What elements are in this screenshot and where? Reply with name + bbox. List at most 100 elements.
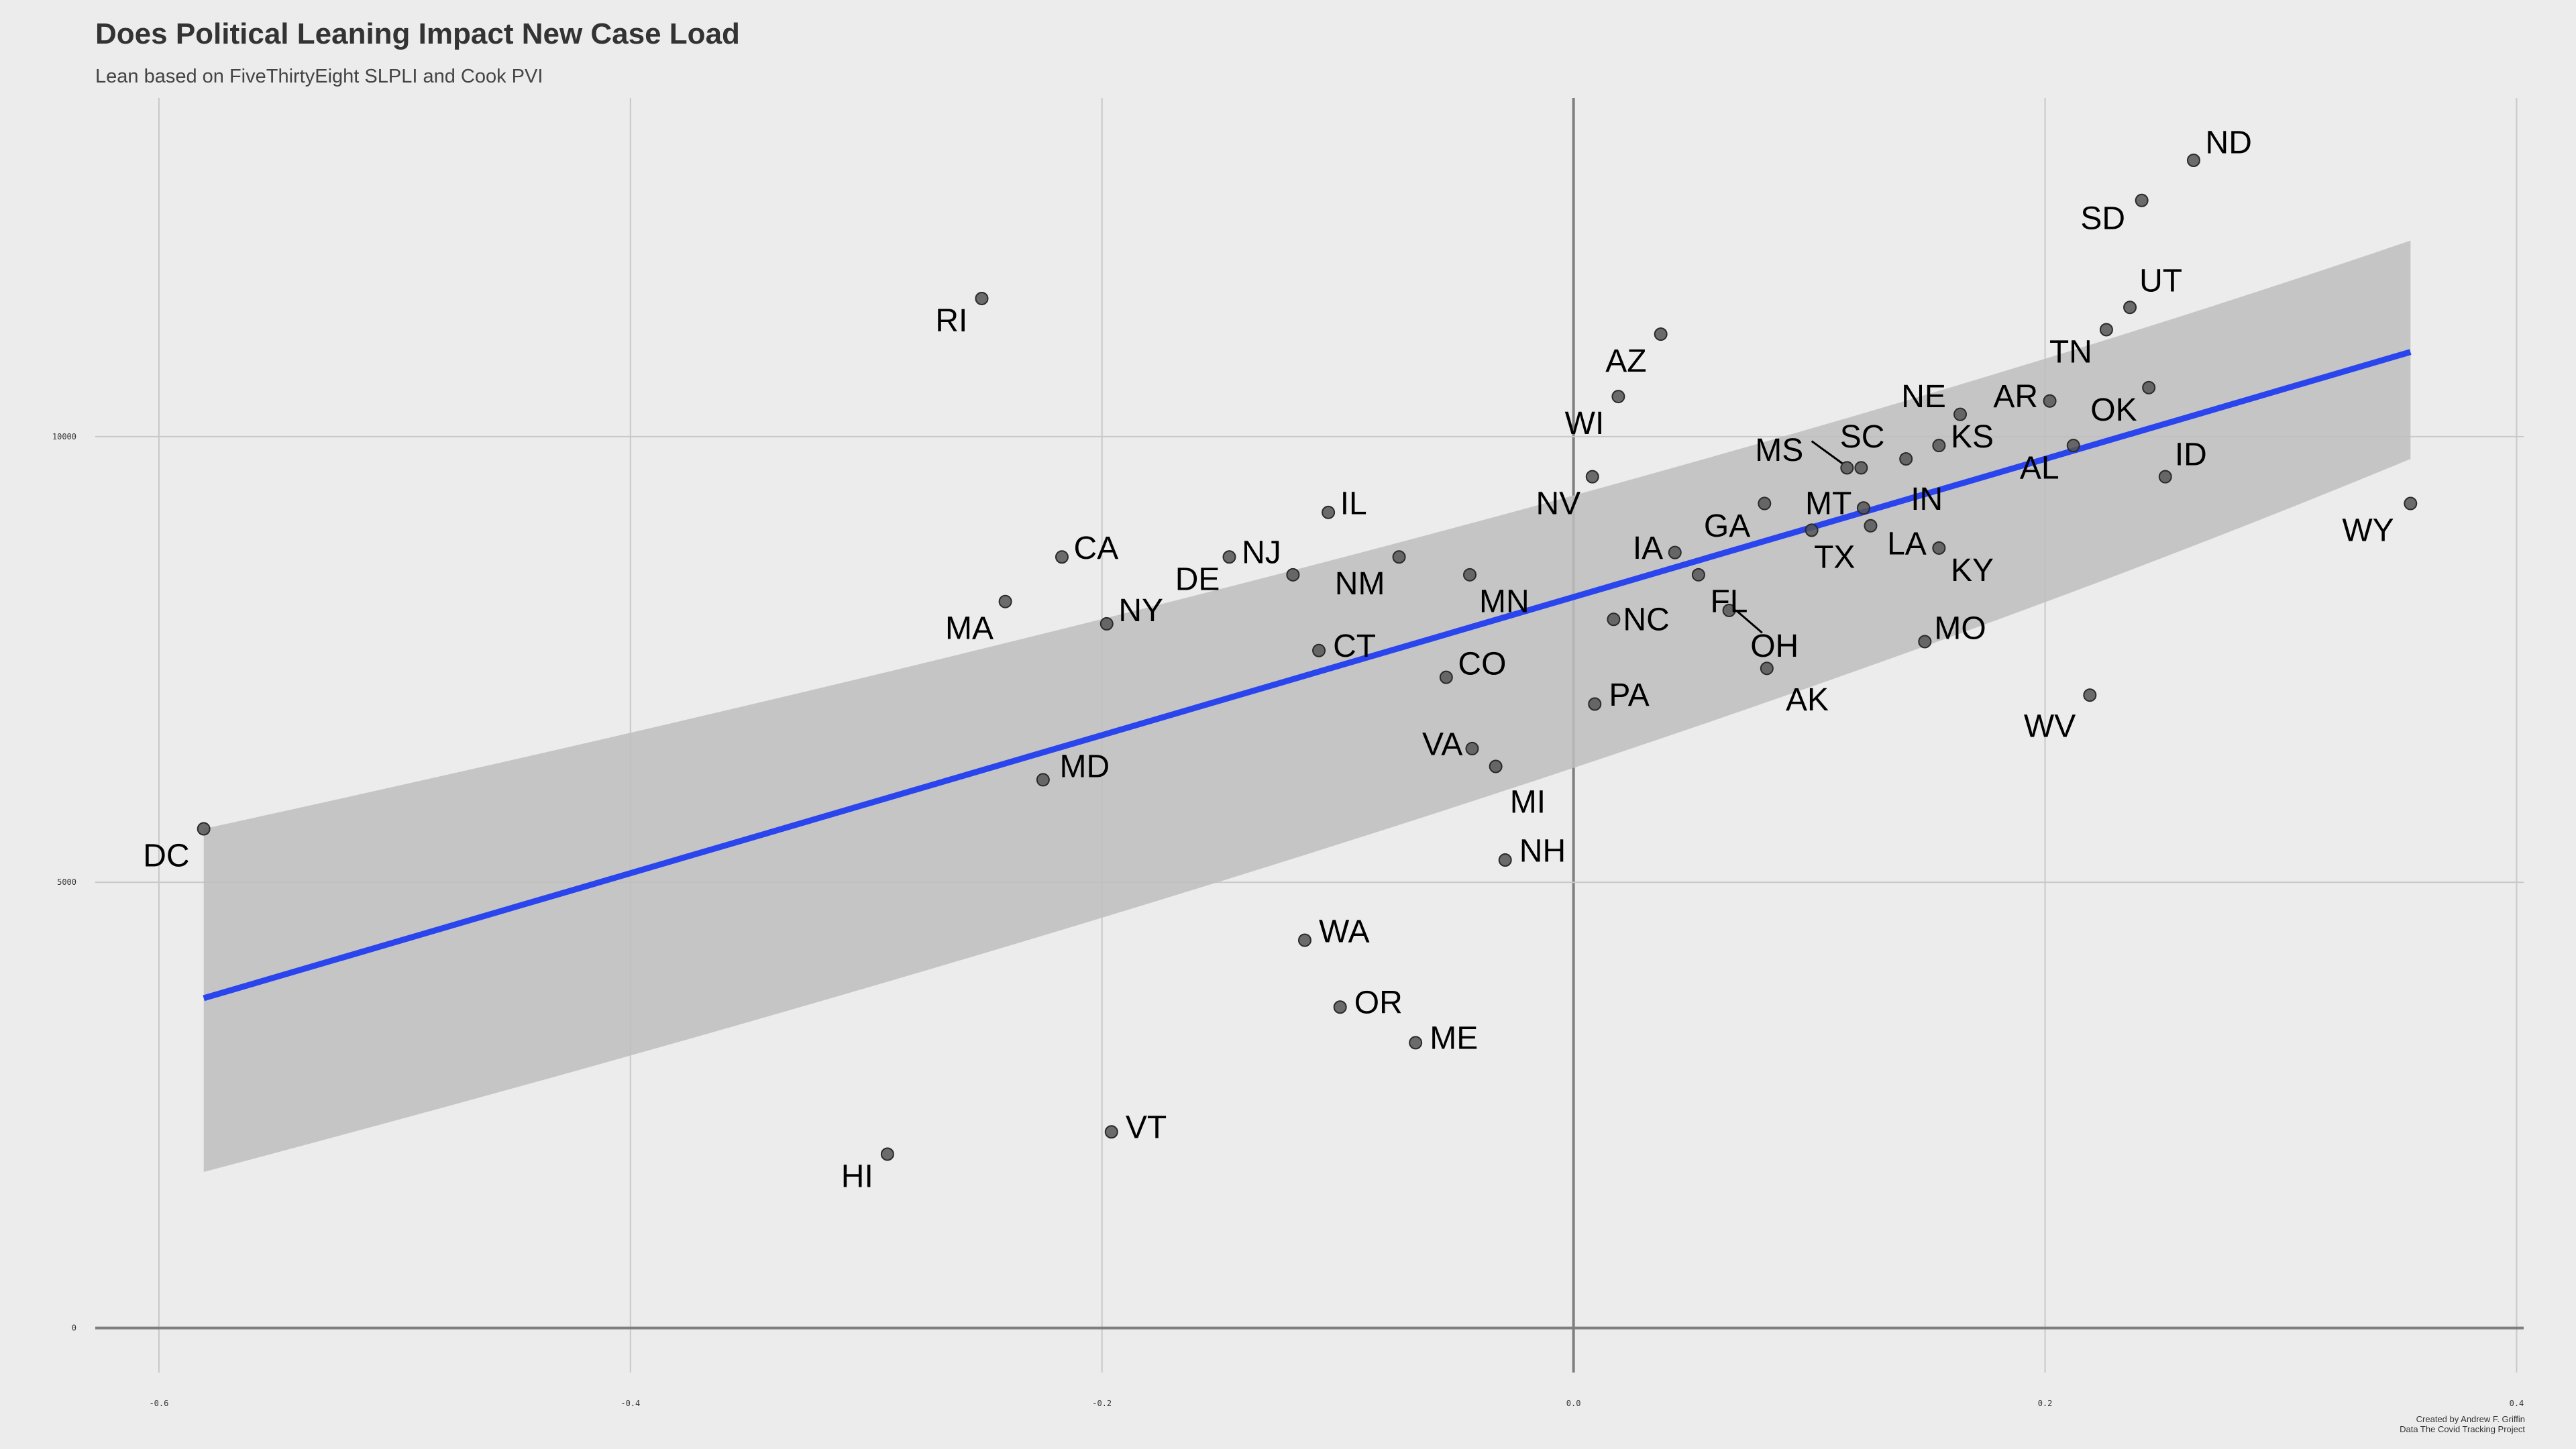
- point-ct: [1312, 643, 1326, 657]
- label-ar: AR: [1993, 379, 2038, 415]
- point-in: [1899, 452, 1913, 466]
- point-al: [2066, 439, 2080, 453]
- label-wy: WY: [2342, 513, 2394, 548]
- point-ar: [2043, 394, 2057, 408]
- label-ky: KY: [1951, 553, 1994, 588]
- point-nd: [2186, 154, 2200, 168]
- chart-title: Does Political Leaning Impact New Case L…: [95, 17, 740, 50]
- confidence-band: [203, 240, 2411, 1173]
- point-il: [1322, 505, 1336, 519]
- label-ga: GA: [1704, 508, 1750, 544]
- point-md: [1036, 773, 1050, 787]
- label-ks: KS: [1951, 419, 1994, 455]
- point-nj: [1286, 568, 1300, 582]
- label-mo: MO: [1934, 611, 1986, 647]
- label-nd: ND: [2206, 125, 2252, 160]
- chart-caption: Created by Andrew F. Griffin Data The Co…: [2400, 1414, 2525, 1434]
- label-tn: TN: [2049, 335, 2092, 370]
- point-id: [2158, 470, 2172, 484]
- point-nv: [1585, 470, 1599, 484]
- point-ak: [1760, 661, 1774, 676]
- label-ms: MS: [1755, 433, 1803, 468]
- x-tick-label: 0.2: [2038, 1399, 2053, 1408]
- point-ut: [2123, 301, 2137, 315]
- point-la: [1864, 519, 1878, 533]
- label-id: ID: [2175, 437, 2207, 472]
- point-mn: [1462, 568, 1477, 582]
- label-ak: AK: [1786, 682, 1829, 718]
- x-tick-label: 0.4: [2510, 1399, 2524, 1408]
- caption-source: Data The Covid Tracking Project: [2400, 1424, 2525, 1434]
- point-me: [1409, 1036, 1423, 1050]
- label-la: LA: [1887, 526, 1927, 561]
- label-pa: PA: [1609, 678, 1649, 713]
- point-wy: [2404, 496, 2418, 511]
- y-tick-label: 5000: [57, 877, 76, 887]
- point-oh: [1722, 603, 1736, 617]
- label-dc: DC: [143, 838, 189, 873]
- point-fl: [1691, 568, 1705, 582]
- point-mo: [1918, 635, 1932, 649]
- point-tx: [1805, 523, 1819, 537]
- label-wi: WI: [1565, 406, 1605, 441]
- label-il: IL: [1340, 486, 1367, 522]
- label-de: DE: [1175, 561, 1220, 597]
- point-va: [1465, 741, 1479, 755]
- point-ok: [2142, 380, 2156, 394]
- point-ga: [1758, 496, 1772, 511]
- point-ri: [975, 291, 989, 305]
- x-tick-label: -0.2: [1092, 1399, 1112, 1408]
- point-tn: [2099, 323, 2113, 337]
- leader-line-ms: [1811, 440, 1843, 464]
- label-wv: WV: [2024, 709, 2076, 745]
- point-mi: [1489, 759, 1503, 773]
- confidence-band-group: [203, 240, 2411, 1173]
- point-hi: [880, 1147, 894, 1161]
- label-or: OR: [1354, 985, 1403, 1021]
- point-pa: [1588, 697, 1602, 711]
- label-in: IN: [1911, 482, 1943, 517]
- data-points: [197, 154, 2418, 1161]
- label-mn: MN: [1479, 584, 1529, 620]
- label-wa: WA: [1319, 914, 1370, 949]
- x-tick-label: -0.6: [149, 1399, 168, 1408]
- point-ny: [1099, 616, 1114, 631]
- label-nj: NJ: [1242, 535, 1281, 571]
- leader-lines: [1735, 440, 1843, 634]
- point-ca: [1055, 550, 1069, 564]
- label-ri: RI: [935, 303, 967, 339]
- label-ne: NE: [1901, 379, 1946, 415]
- label-ok: OK: [2090, 392, 2137, 428]
- label-va: VA: [1422, 727, 1462, 762]
- label-fl: FL: [1710, 584, 1748, 620]
- label-sc: SC: [1840, 419, 1885, 455]
- label-al: AL: [2020, 450, 2059, 486]
- point-mt: [1856, 501, 1870, 515]
- label-ut: UT: [2139, 263, 2182, 299]
- label-nc: NC: [1623, 602, 1669, 637]
- label-nm: NM: [1335, 566, 1385, 602]
- label-ct: CT: [1333, 629, 1376, 664]
- label-az: AZ: [1605, 343, 1646, 379]
- axis-tick-labels: -0.6 -0.4 -0.2 0.0 0.2 0.4 0 5000 10000: [52, 432, 2524, 1408]
- caption-author: Created by Andrew F. Griffin: [2416, 1414, 2525, 1424]
- point-ne: [1953, 407, 1968, 421]
- point-sd: [2135, 193, 2149, 207]
- point-co: [1439, 670, 1453, 684]
- point-wv: [2083, 688, 2097, 702]
- point-wa: [1297, 933, 1311, 947]
- label-mi: MI: [1510, 785, 1546, 820]
- label-mt: MT: [1805, 486, 1851, 522]
- point-ma: [998, 594, 1012, 608]
- label-tx: TX: [1814, 539, 1855, 575]
- label-hi: HI: [841, 1159, 873, 1195]
- label-co: CO: [1458, 647, 1506, 682]
- label-ma: MA: [945, 611, 994, 647]
- trend-line-group: [203, 349, 2412, 1002]
- point-nm: [1392, 550, 1406, 564]
- y-tick-label: 10000: [52, 432, 76, 441]
- point-ks: [1932, 439, 1946, 453]
- label-oh: OH: [1750, 629, 1799, 664]
- label-md: MD: [1059, 749, 1110, 785]
